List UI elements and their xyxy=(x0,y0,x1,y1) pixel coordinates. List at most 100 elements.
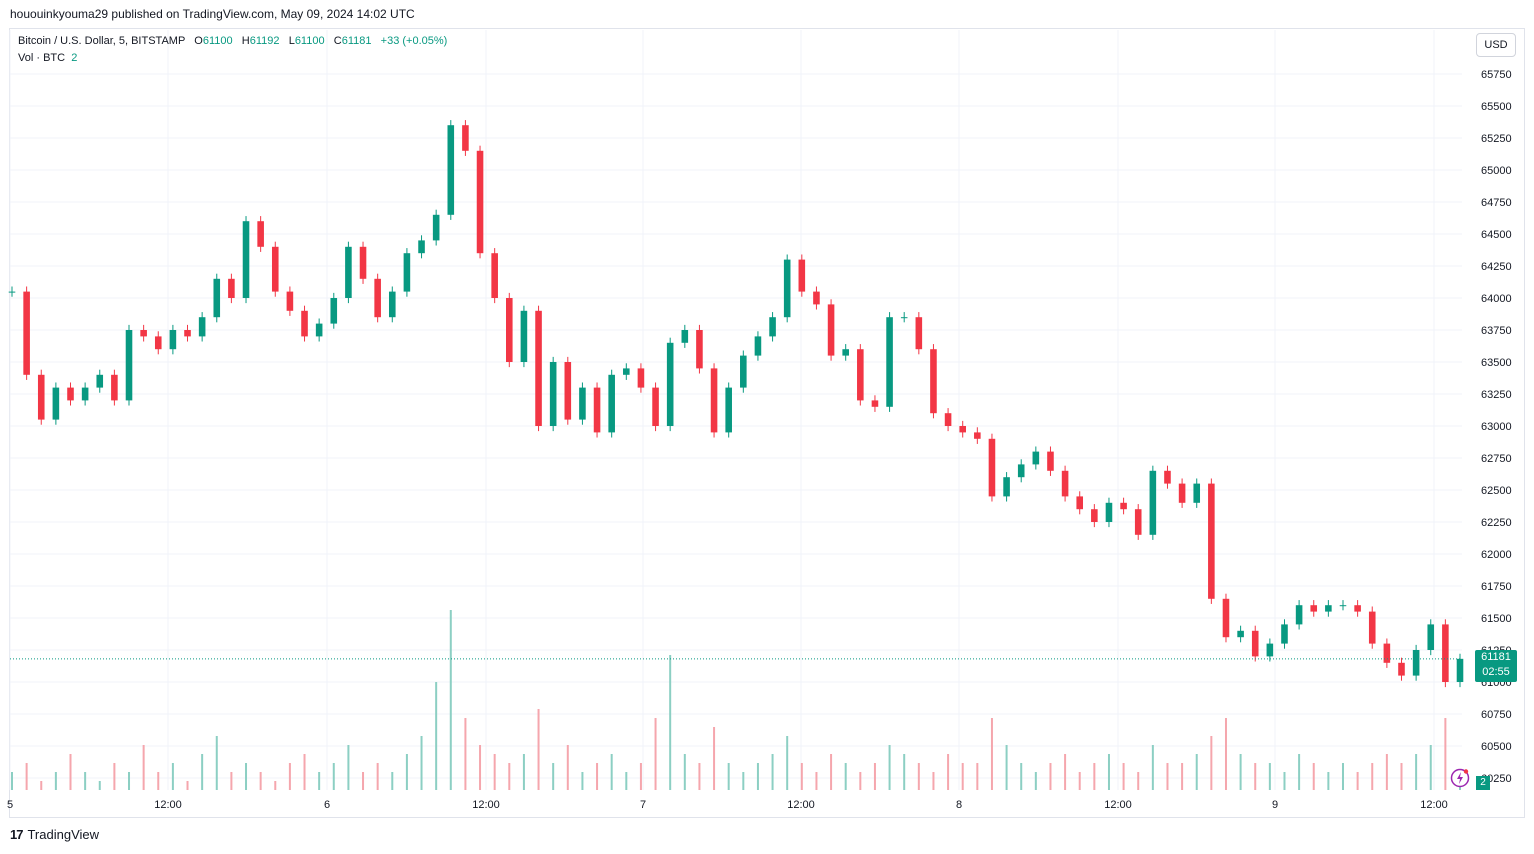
candle-body xyxy=(154,336,162,350)
volume-bar xyxy=(1239,754,1242,790)
y-tick-label: 63750 xyxy=(1481,325,1512,337)
candle-body xyxy=(1076,496,1084,510)
x-tick-label: 5 xyxy=(7,799,13,811)
candle-body xyxy=(798,259,806,292)
candle-body xyxy=(1193,483,1201,503)
candle-body xyxy=(564,362,572,420)
volume-bar xyxy=(479,745,482,790)
open-label: O xyxy=(194,35,203,47)
candle-body xyxy=(520,310,528,362)
volume-bar xyxy=(274,781,277,790)
candle-body xyxy=(710,368,718,433)
open-value: 61100 xyxy=(202,35,233,47)
candle-body xyxy=(301,310,308,337)
close-value: 61181 xyxy=(341,35,372,47)
candle-body xyxy=(857,349,864,401)
candle-body xyxy=(374,278,381,318)
volume-bar xyxy=(303,754,306,790)
candle-body xyxy=(476,150,484,254)
candle-body xyxy=(1339,605,1347,607)
volume-bar xyxy=(1385,754,1388,790)
volume-bar xyxy=(1429,745,1432,790)
candle-body xyxy=(506,298,513,362)
y-tick-label: 63500 xyxy=(1481,357,1512,369)
volume-bar xyxy=(815,772,818,790)
candle-body xyxy=(1149,470,1157,535)
x-tick-label: 6 xyxy=(324,799,330,811)
candle-body xyxy=(418,240,425,254)
volume-bar xyxy=(859,772,862,790)
candle-body xyxy=(783,259,791,318)
y-tick-label: 64500 xyxy=(1481,229,1512,241)
volume-bar xyxy=(669,655,672,790)
candle-body xyxy=(213,278,221,318)
candle-body xyxy=(286,291,294,311)
change-value: +33 (+0.05%) xyxy=(380,35,448,47)
candle-body xyxy=(111,374,118,401)
candle-body xyxy=(8,291,16,293)
x-tick-label: 7 xyxy=(640,799,646,811)
candle-body xyxy=(1325,605,1332,612)
volume-bar xyxy=(449,610,452,790)
candle-body xyxy=(1295,605,1303,625)
volume-bar xyxy=(1064,754,1067,790)
candle-body xyxy=(81,387,89,401)
candle-body xyxy=(1003,477,1010,497)
candle-body xyxy=(330,298,338,324)
candle-body xyxy=(1354,605,1361,612)
volume-bar xyxy=(1137,772,1140,790)
candle-body xyxy=(666,342,674,426)
candle-body xyxy=(1442,624,1449,682)
volume-bar xyxy=(215,736,218,790)
candle-body xyxy=(535,310,542,426)
y-tick-label: 62750 xyxy=(1481,453,1512,465)
volume-bar xyxy=(756,763,759,790)
volume-bar xyxy=(888,745,891,790)
brand[interactable]: 17 TradingView xyxy=(10,827,99,842)
volume-bar xyxy=(522,754,525,790)
volume-bar xyxy=(201,754,204,790)
y-tick-label: 65500 xyxy=(1481,101,1512,113)
candle-body xyxy=(1091,509,1098,522)
candle-body xyxy=(579,387,586,420)
volume-bar xyxy=(1020,763,1023,790)
currency-button[interactable]: USD xyxy=(1476,33,1516,57)
lightning-icon[interactable] xyxy=(1450,768,1470,788)
volume-bar xyxy=(142,745,145,790)
volume-bar xyxy=(1151,745,1154,790)
volume-bar xyxy=(581,772,584,790)
volume-legend: Vol · BTC 2 xyxy=(18,52,77,64)
candle-body xyxy=(754,336,762,356)
candle-body xyxy=(608,374,615,433)
volume-bar xyxy=(1107,754,1110,790)
y-tick-label: 62500 xyxy=(1481,485,1512,497)
volume-bar xyxy=(391,772,394,790)
volume-bar xyxy=(493,754,496,790)
candle-body xyxy=(1105,502,1113,522)
y-tick-label: 64000 xyxy=(1481,293,1512,305)
volume-bar xyxy=(552,763,555,790)
volume-bar xyxy=(625,772,628,790)
low-label: L xyxy=(288,35,295,47)
high-value: 61192 xyxy=(249,35,280,47)
candle-body xyxy=(271,246,279,292)
tradingview-logo-icon: 17 xyxy=(10,827,24,842)
volume-bar xyxy=(405,754,408,790)
y-tick-label: 63250 xyxy=(1481,389,1512,401)
volume-bar xyxy=(698,763,701,790)
volume-bar xyxy=(245,763,248,790)
candle-body xyxy=(1120,502,1127,510)
candle-body xyxy=(242,221,250,298)
low-value: 61100 xyxy=(294,35,325,47)
volume-bar xyxy=(1210,736,1213,790)
volume-bar xyxy=(1049,763,1052,790)
candle-body xyxy=(491,253,498,298)
volume-bar xyxy=(976,763,979,790)
candle-body xyxy=(652,387,659,426)
volume-bar xyxy=(98,781,101,790)
candle-body xyxy=(96,374,104,388)
volume-bar xyxy=(786,736,789,790)
candle-body xyxy=(549,362,557,426)
y-tick-label: 64250 xyxy=(1481,261,1512,273)
